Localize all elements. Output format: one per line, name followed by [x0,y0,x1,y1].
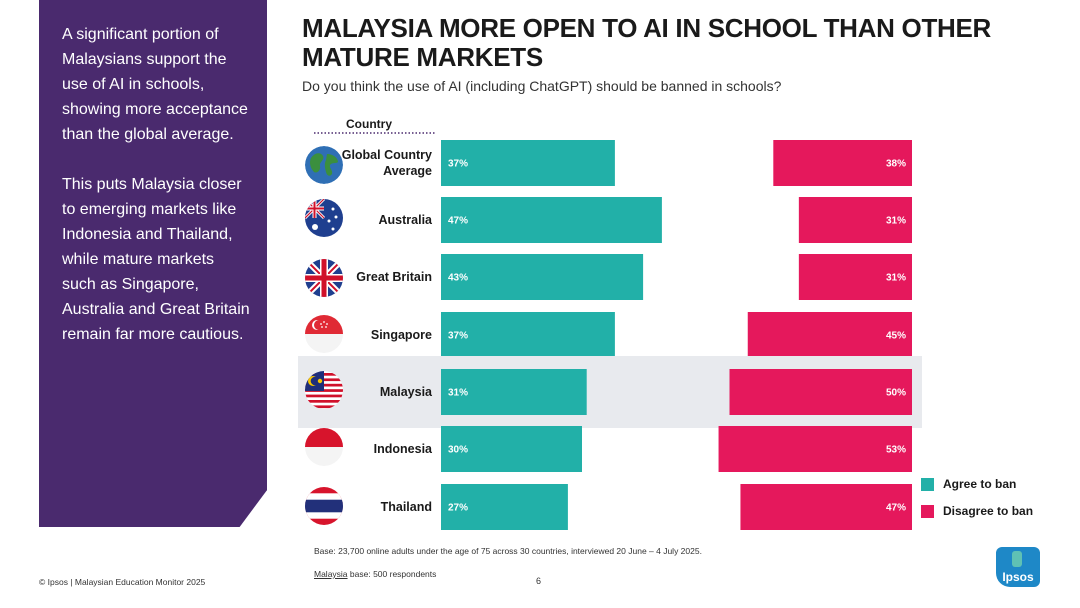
data-label-agree-global-country-average: 37% [448,159,468,170]
great-britain-flag-icon [305,259,343,297]
category-label-thailand: Thailand [381,500,432,514]
bar-disagree-great-britain [798,254,912,300]
logo-text: Ipsos [1002,570,1034,584]
side-panel [39,0,267,527]
category-label-malaysia: Malaysia [380,385,433,399]
bar-agree-great-britain [441,254,644,300]
category-label-global-country-average: Global Country [342,148,432,162]
malaysia-flag-icon [305,371,343,409]
category-label-global-country-average: Average [383,164,432,178]
data-label-agree-singapore: 37% [448,331,468,342]
globe-icon [305,146,343,184]
page-number: 6 [536,576,542,586]
indonesia-flag-icon [305,428,343,466]
bar-disagree-thailand [740,484,912,530]
thailand-flag-icon [305,487,343,525]
data-label-agree-great-britain: 43% [448,273,468,284]
side-panel-text: A significant portion of Malaysians supp… [62,22,252,372]
category-label-singapore: Singapore [371,328,432,342]
category-label-australia: Australia [379,213,434,227]
bar-disagree-malaysia [729,369,912,415]
legend-label-disagree: Disagree to ban [943,504,1034,518]
category-label-great-britain: Great Britain [356,270,432,284]
column-header-country: Country [346,117,392,131]
side-paragraph-2: This puts Malaysia closer to emerging ma… [62,176,250,343]
legend-label-agree: Agree to ban [943,477,1017,491]
base-note: Base: 23,700 online adults under the age… [314,546,702,556]
data-label-agree-malaysia: 31% [448,388,468,399]
bar-agree-indonesia [441,426,582,472]
page-title: MALAYSIA MORE OPEN TO AI IN SCHOOL THAN … [302,13,992,72]
legend-swatch-agree [921,477,934,491]
chart-legend: Agree to ban Disagree to ban [921,477,1033,531]
legend-swatch-disagree [921,504,934,518]
footer-copyright: © Ipsos | Malaysian Education Monitor 20… [39,577,206,587]
legend-item-agree: Agree to ban [921,477,1033,491]
data-label-disagree-great-britain: 31% [886,273,906,284]
bar-agree-singapore [441,312,615,358]
bar-disagree-indonesia [718,426,912,472]
bar-agree-thailand [441,484,568,530]
category-label-indonesia: Indonesia [374,442,433,456]
malaysia-base-label: Malaysia [314,569,348,579]
side-paragraph-1: A significant portion of Malaysians supp… [62,26,248,143]
data-label-agree-indonesia: 30% [448,445,468,456]
chart-subtitle: Do you think the use of AI (including Ch… [302,78,782,94]
data-label-agree-australia: 47% [448,216,468,227]
bar-agree-australia [441,197,662,243]
data-label-disagree-global-country-average: 38% [886,159,906,170]
malaysia-base-text: base: 500 respondents [347,569,437,579]
ipsos-logo: Ipsos [996,547,1040,587]
data-label-disagree-singapore: 45% [886,331,906,342]
logo-mark [1012,551,1022,567]
bar-agree-malaysia [441,369,587,415]
data-label-disagree-thailand: 47% [886,503,906,514]
data-label-agree-thailand: 27% [448,503,468,514]
data-label-disagree-australia: 31% [886,216,906,227]
data-label-disagree-indonesia: 53% [886,445,906,456]
bar-disagree-australia [798,197,912,243]
australia-flag-icon [305,199,343,237]
malaysia-base-note: Malaysia base: 500 respondents [314,569,436,579]
legend-item-disagree: Disagree to ban [921,504,1033,518]
bar-disagree-singapore [747,312,912,358]
singapore-flag-icon [305,315,343,353]
data-label-disagree-malaysia: 50% [886,388,906,399]
bar-agree-global-country-average [441,140,615,186]
bar-disagree-global-country-average [773,140,912,186]
